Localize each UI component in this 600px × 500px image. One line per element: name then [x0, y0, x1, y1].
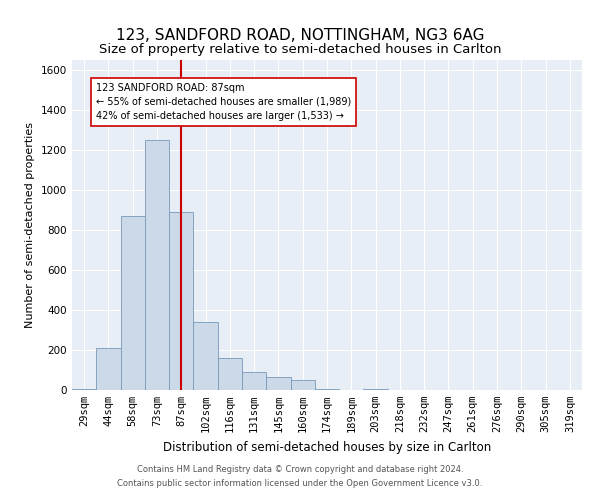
Bar	[121, 216, 145, 390]
Bar	[242, 372, 266, 390]
Text: Size of property relative to semi-detached houses in Carlton: Size of property relative to semi-detach…	[99, 42, 501, 56]
Bar	[266, 377, 290, 390]
Bar	[96, 348, 121, 390]
Y-axis label: Number of semi-detached properties: Number of semi-detached properties	[25, 122, 35, 328]
Bar	[315, 389, 339, 390]
Text: Contains HM Land Registry data © Crown copyright and database right 2024.
Contai: Contains HM Land Registry data © Crown c…	[118, 466, 482, 487]
Bar	[169, 212, 193, 390]
Bar	[364, 389, 388, 390]
Bar	[72, 389, 96, 390]
Text: 123 SANDFORD ROAD: 87sqm
← 55% of semi-detached houses are smaller (1,989)
42% o: 123 SANDFORD ROAD: 87sqm ← 55% of semi-d…	[96, 83, 352, 121]
Bar	[145, 140, 169, 390]
Bar	[193, 322, 218, 390]
Bar	[218, 358, 242, 390]
Bar	[290, 380, 315, 390]
X-axis label: Distribution of semi-detached houses by size in Carlton: Distribution of semi-detached houses by …	[163, 440, 491, 454]
Text: 123, SANDFORD ROAD, NOTTINGHAM, NG3 6AG: 123, SANDFORD ROAD, NOTTINGHAM, NG3 6AG	[116, 28, 484, 42]
